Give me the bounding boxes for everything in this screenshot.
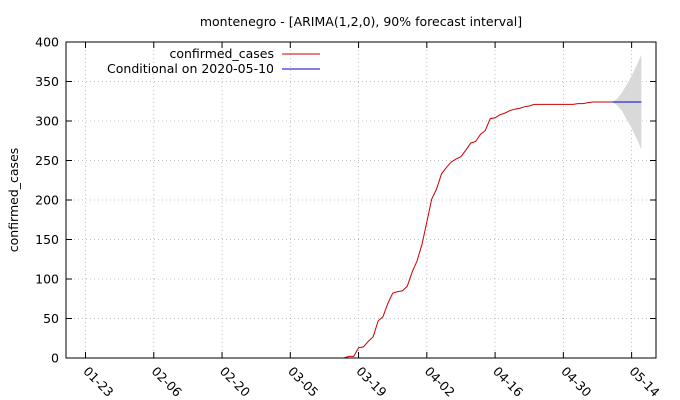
y-tick-label: 50 — [43, 311, 59, 326]
y-tick-label: 200 — [35, 193, 59, 208]
legend-label: confirmed_cases — [169, 46, 274, 61]
series-lines — [334, 101, 642, 359]
y-axis-label: confirmed_cases — [6, 148, 21, 253]
y-tick-label: 150 — [35, 232, 59, 247]
confirmed-cases-line — [334, 101, 613, 359]
y-tick-label: 0 — [51, 351, 59, 366]
y-tick-label: 400 — [35, 35, 59, 50]
y-tick-label: 300 — [35, 114, 59, 129]
legend-label: Conditional on 2020-05-10 — [107, 61, 274, 76]
y-tick-label: 100 — [35, 272, 59, 287]
y-tick-label: 250 — [35, 153, 59, 168]
y-axis-ticks: 0 50 100 150 200 250 300 350 400 — [35, 35, 656, 366]
y-tick-label: 350 — [35, 74, 59, 89]
chart-title: montenegro - [ARIMA(1,2,0), 90% forecast… — [200, 14, 522, 29]
